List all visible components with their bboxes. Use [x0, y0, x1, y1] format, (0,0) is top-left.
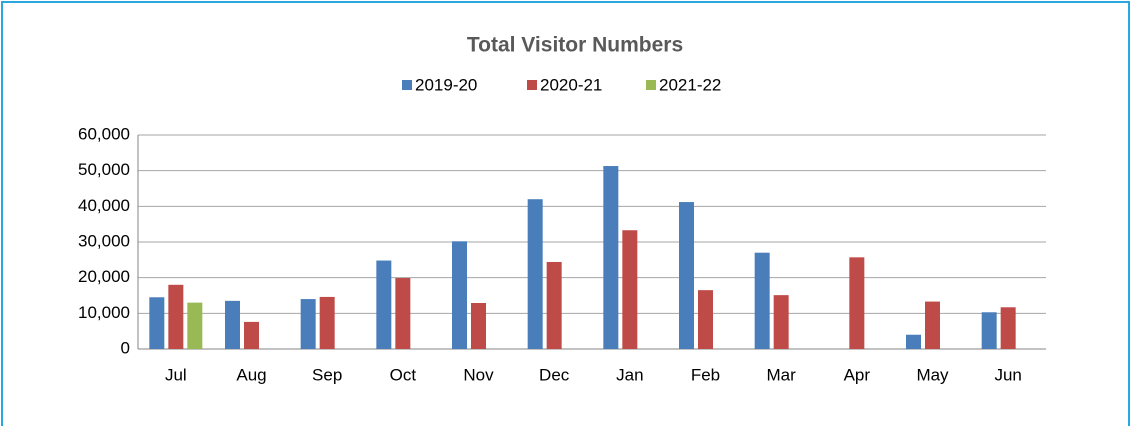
x-tick-label: Aug [236, 365, 266, 384]
y-tick-label: 50,000 [78, 160, 130, 179]
bar [527, 199, 543, 349]
x-tick-label: Nov [463, 365, 494, 384]
chart-title: Total Visitor Numbers [467, 34, 683, 57]
x-tick-label: Apr [844, 365, 871, 384]
y-tick-label: 10,000 [78, 303, 130, 322]
legend-swatch [402, 80, 412, 90]
bar [849, 257, 865, 349]
bar [546, 261, 562, 349]
x-tick-label: Jan [616, 365, 643, 384]
x-tick-label: Oct [390, 365, 417, 384]
bar [754, 252, 770, 349]
bar [187, 302, 203, 349]
x-tick-label: Dec [539, 365, 570, 384]
bar [300, 299, 316, 349]
x-tick-label: Mar [767, 365, 797, 384]
legend-label: 2020-21 [540, 75, 602, 94]
x-tick-label: Jun [994, 365, 1021, 384]
bar [168, 284, 184, 349]
y-tick-label: 40,000 [78, 196, 130, 215]
legend-label: 2021-22 [659, 75, 721, 94]
bar [452, 241, 467, 349]
x-tick-label: Sep [312, 365, 342, 384]
bar [679, 202, 694, 349]
bar [376, 260, 392, 349]
y-tick-label: 60,000 [78, 124, 130, 143]
x-tick-label: May [916, 365, 949, 384]
bar [981, 312, 997, 349]
bar [319, 296, 335, 349]
bar [1000, 307, 1016, 349]
bar [471, 302, 486, 349]
y-tick-label: 30,000 [78, 231, 130, 250]
bar [395, 278, 411, 349]
bar [773, 295, 789, 349]
bar [225, 300, 240, 349]
bar [603, 166, 619, 349]
x-tick-label: Feb [691, 365, 720, 384]
x-tick-label: Jul [165, 365, 187, 384]
legend-swatch [646, 80, 656, 90]
bar [906, 334, 921, 349]
bar [622, 230, 638, 349]
y-tick-label: 20,000 [78, 267, 130, 286]
legend-label: 2019-20 [415, 75, 477, 94]
bar [698, 290, 713, 349]
bar [925, 301, 940, 349]
legend-swatch [527, 80, 537, 90]
y-tick-label: 0 [121, 338, 130, 357]
bar [244, 321, 259, 349]
bar [149, 297, 165, 349]
